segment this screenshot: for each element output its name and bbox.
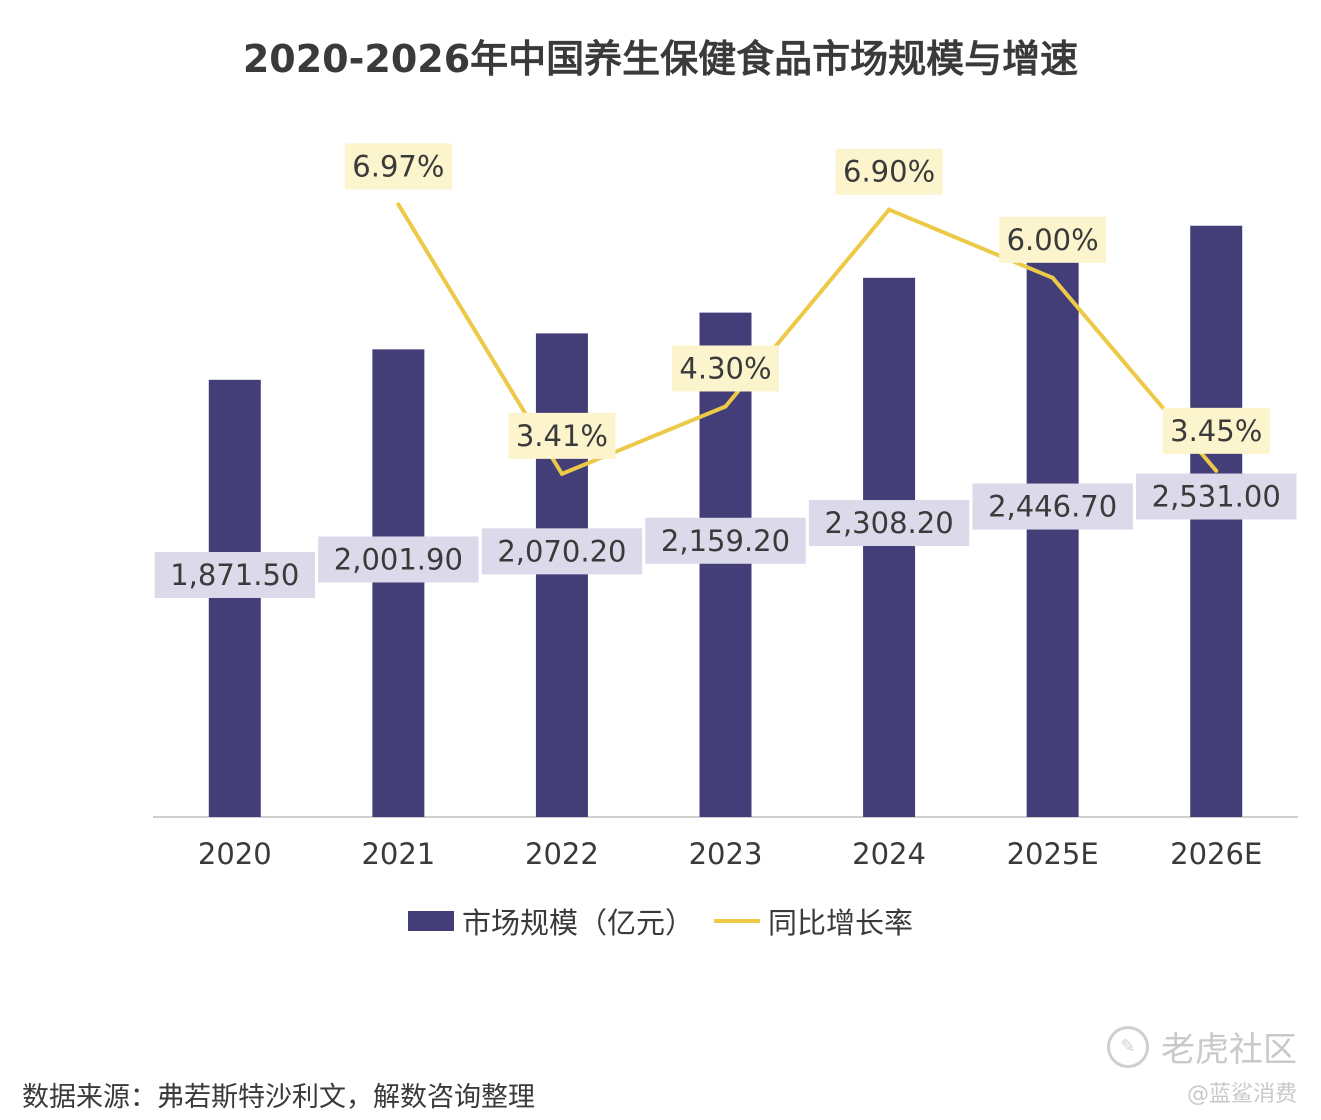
growth-rate-label-2022-bg xyxy=(508,412,616,459)
growth-rate-label-2024-text: 6.90% xyxy=(843,155,935,189)
growth-rate-label-2024: 6.90% xyxy=(835,148,943,195)
x-tick-label-2025E: 2025E xyxy=(1007,837,1099,871)
bar-value-label-2026E-bg xyxy=(1136,473,1297,520)
chart-title: 2020-2026年中国养生保健食品市场规模与增速 xyxy=(242,37,1079,81)
growth-rate-label-2025E: 6.00% xyxy=(999,216,1107,263)
legend-bar-swatch xyxy=(407,911,454,931)
bar-2025E xyxy=(1026,245,1079,818)
bar-2020 xyxy=(208,379,261,817)
growth-rate-label-2024-bg xyxy=(835,148,943,195)
growth-rate-label-2026E-bg xyxy=(1162,407,1270,454)
bar-value-label-2024: 2,308.20 xyxy=(808,500,970,547)
growth-rate-label-2021-text: 6.97% xyxy=(352,149,444,183)
growth-rate-label-2023-text: 4.30% xyxy=(679,351,771,385)
legend-label-growth-rate: 同比增长率 xyxy=(768,906,914,940)
growth-rate-label-2023-bg xyxy=(672,345,779,392)
x-tick-label-2022: 2022 xyxy=(525,837,599,871)
growth-rate-label-2023: 4.30% xyxy=(672,345,779,392)
growth-rate-point-0 xyxy=(396,202,401,207)
growth-rate-label-2025E-bg xyxy=(999,216,1107,263)
bar-value-label-2024-bg xyxy=(808,500,970,547)
bar-value-label-2020-bg xyxy=(154,552,315,598)
growth-rate-label-2021: 6.97% xyxy=(344,143,452,190)
chart-legend: 市场规模（亿元） 同比增长率 xyxy=(0,900,1321,942)
legend-item-growth-rate: 同比增长率 xyxy=(714,900,913,942)
growth-rate-label-2026E: 3.45% xyxy=(1162,407,1270,454)
watermark-handle: @蓝鲨消费 xyxy=(1186,1082,1297,1107)
growth-rate-point-3 xyxy=(887,207,892,212)
growth-rate-label-2025E-text: 6.00% xyxy=(1007,223,1099,257)
growth-rate-label-2022-text: 3.41% xyxy=(516,419,608,453)
bar-value-label-2023: 2,159.20 xyxy=(645,517,806,564)
bar-value-label-2026E: 2,531.00 xyxy=(1136,473,1297,520)
bar-value-label-2021-bg xyxy=(318,536,479,583)
bar-value-label-2023-bg xyxy=(645,517,806,564)
bar-value-label-2022-text: 2,070.20 xyxy=(497,534,626,568)
bar-value-label-2026E-text: 2,531.00 xyxy=(1152,480,1281,514)
growth-rate-point-2 xyxy=(723,404,728,409)
bar-2026E xyxy=(1190,225,1243,817)
bar-value-label-2025E-bg xyxy=(972,483,1133,530)
source-note: 数据来源：弗若斯特沙利文，解数咨询整理 xyxy=(22,1082,535,1113)
bar-2023 xyxy=(699,312,752,817)
growth-rate-point-1 xyxy=(559,471,564,476)
bar-2022 xyxy=(535,333,588,817)
bar-value-label-2021-text: 2,001.90 xyxy=(334,542,463,576)
x-tick-label-2026E: 2026E xyxy=(1170,837,1262,871)
x-tick-label-2021: 2021 xyxy=(361,837,435,871)
x-tick-label-2023: 2023 xyxy=(689,837,763,871)
x-tick-label-2024: 2024 xyxy=(852,837,926,871)
growth-rate-label-2026E-text: 3.45% xyxy=(1170,414,1262,448)
bar-2024 xyxy=(863,277,916,818)
growth-rate-label-2022: 3.41% xyxy=(508,412,616,459)
watermark-name: 老虎社区 xyxy=(1161,1030,1297,1070)
bar-value-label-2022-bg xyxy=(481,528,643,575)
bar-value-label-2025E-text: 2,446.70 xyxy=(988,490,1117,524)
legend-label-market-size: 市场规模（亿元） xyxy=(461,906,694,940)
x-tick-label-2020: 2020 xyxy=(198,837,272,871)
bar-2021 xyxy=(372,349,425,817)
bar-value-label-2021: 2,001.90 xyxy=(318,536,479,583)
growth-rate-point-4 xyxy=(1050,275,1055,280)
growth-rate-label-2021-bg xyxy=(344,143,452,190)
bar-value-label-2022: 2,070.20 xyxy=(481,528,643,575)
legend-item-market-size: 市场规模（亿元） xyxy=(407,900,694,942)
bar-value-label-2020-text: 1,871.50 xyxy=(170,558,299,592)
bar-value-label-2024-text: 2,308.20 xyxy=(825,506,954,540)
bar-value-label-2025E: 2,446.70 xyxy=(972,483,1133,530)
legend-line-swatch xyxy=(714,919,760,923)
tiger-logo-icon: ✎ xyxy=(1107,1025,1149,1068)
growth-rate-point-5 xyxy=(1214,468,1219,473)
watermark: ✎ 老虎社区 xyxy=(1107,1022,1297,1071)
bar-value-label-2020: 1,871.50 xyxy=(154,552,315,598)
bar-value-label-2023-text: 2,159.20 xyxy=(661,524,790,558)
